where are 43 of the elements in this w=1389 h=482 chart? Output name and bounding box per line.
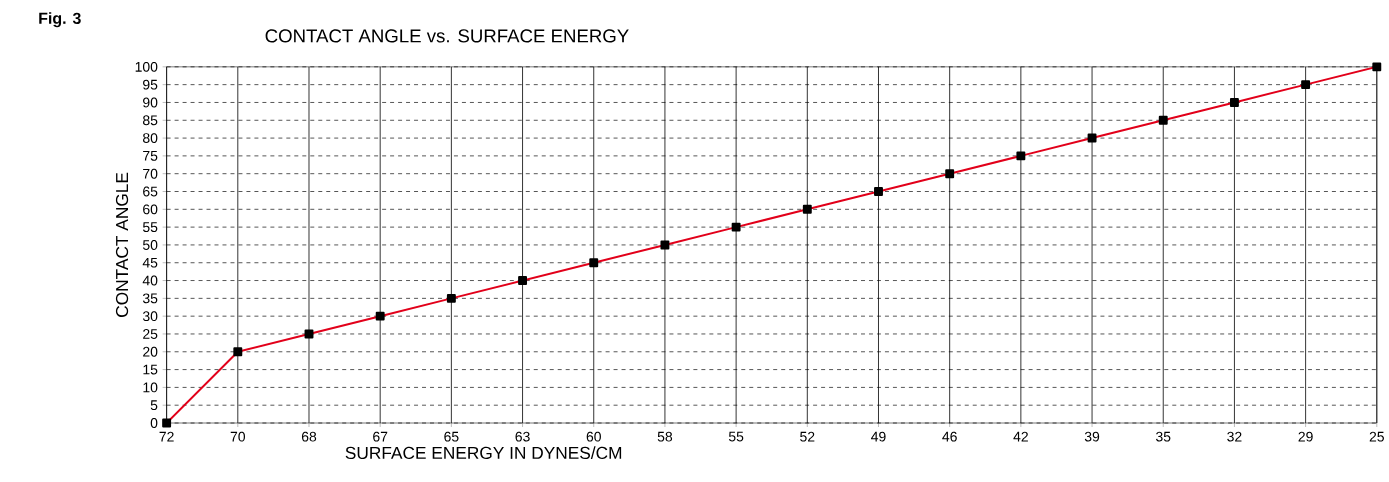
y-tick-label: 15 bbox=[143, 364, 158, 375]
y-tick-label: 40 bbox=[142, 275, 158, 286]
x-tick-label: 68 bbox=[301, 431, 317, 442]
y-tick-label: 35 bbox=[142, 293, 158, 304]
chart-title: CONTACT ANGLE vs. SURFACE ENERGY bbox=[265, 29, 629, 43]
x-tick-label: 29 bbox=[1298, 431, 1313, 442]
y-tick-label: 10 bbox=[143, 382, 158, 393]
y-tick-label: 95 bbox=[143, 79, 158, 90]
y-tick-label: 65 bbox=[143, 186, 158, 197]
x-tick-label: 39 bbox=[1084, 431, 1100, 442]
x-tick-label: 52 bbox=[800, 431, 815, 442]
x-tick-label: 60 bbox=[586, 431, 601, 442]
y-tick-label: 20 bbox=[143, 346, 158, 357]
x-tick-label: 55 bbox=[728, 431, 744, 442]
y-tick-label: 60 bbox=[143, 204, 158, 215]
y-tick-label: 50 bbox=[142, 240, 158, 250]
y-tick-label: 90 bbox=[143, 97, 158, 108]
y-axis-title: CONTACT ANGLE bbox=[115, 172, 129, 317]
x-tick-label: 25 bbox=[1369, 431, 1384, 442]
x-tick-label: 35 bbox=[1156, 431, 1171, 442]
y-tick-label: 55 bbox=[142, 222, 158, 233]
x-tick-label: 42 bbox=[1013, 431, 1028, 442]
y-tick-label: 25 bbox=[143, 329, 158, 339]
x-tick-label: 46 bbox=[942, 431, 957, 442]
y-tick-label: 5 bbox=[150, 400, 158, 411]
y-tick-label: 100 bbox=[135, 61, 158, 72]
y-tick-label: 30 bbox=[142, 311, 158, 322]
x-tick-label: 63 bbox=[515, 431, 530, 442]
x-tick-label: 32 bbox=[1227, 431, 1242, 442]
x-tick-label: 67 bbox=[373, 431, 388, 442]
y-tick-label: 70 bbox=[143, 168, 158, 179]
x-tick-label: 72 bbox=[159, 431, 174, 442]
x-tick-label: 49 bbox=[871, 431, 886, 442]
x-tick-label: 65 bbox=[444, 431, 459, 442]
x-tick-label: 58 bbox=[657, 431, 673, 442]
x-axis-title: SURFACE ENERGY IN DYNES/CM bbox=[345, 446, 622, 460]
x-tick-label: 70 bbox=[230, 431, 246, 442]
y-tick-label: 75 bbox=[143, 151, 158, 161]
y-tick-label: 85 bbox=[143, 115, 158, 126]
caption: Fig. 3 bbox=[39, 12, 81, 28]
y-tick-label: 80 bbox=[143, 133, 158, 144]
y-tick-label: 45 bbox=[142, 257, 158, 268]
y-tick-label: 0 bbox=[150, 418, 158, 429]
